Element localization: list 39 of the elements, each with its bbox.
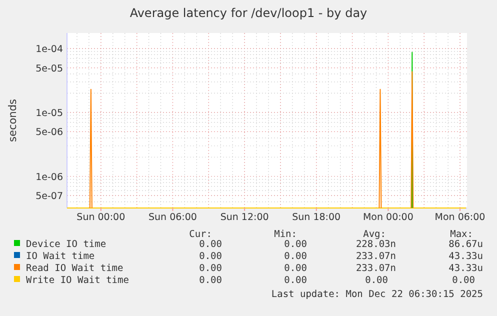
x-tick-label: Mon 00:00 [362,212,414,223]
chart-title: Average latency for /dev/loop1 - by day [130,6,368,20]
text: 0.00 [199,263,222,274]
x-tick-label: Mon 06:00 [434,212,486,223]
legend-label: Write IO Wait time [26,275,130,286]
text: 0.00 [199,251,222,262]
text: Min: [274,229,297,240]
y-tick-label: 5e-07 [36,191,63,202]
legend-label: Read IO Wait time [26,263,124,274]
text: 0.00 [452,275,476,286]
text: Cur: [189,229,212,240]
text: 228.03n [356,239,396,250]
text: 0.00 [284,263,308,274]
text: 43.33u [448,263,483,274]
y-tick-label: 1e-05 [36,108,63,119]
text: 0.00 [365,275,388,286]
y-tick-label: 1e-04 [36,44,63,56]
text: 233.07n [356,263,396,274]
text: 0.00 [284,239,308,250]
legend-label: Device IO time [26,239,106,250]
text: 233.07n [356,251,396,262]
x-tick-label: Sun 00:00 [76,212,126,223]
text: Max: [450,229,473,240]
y-tick-label: 5e-05 [36,63,63,74]
x-tick-label: Sun 12:00 [220,212,269,223]
x-tick-label: Sun 18:00 [292,212,341,223]
text: 0.00 [199,239,222,250]
y-tick-label: 5e-06 [36,127,63,138]
text: 0.00 [284,275,308,286]
legend-label: IO Wait time [26,251,95,262]
text: 86.67u [448,239,483,250]
y-axis-title: seconds [7,99,19,142]
x-tick-label: Sun 06:00 [148,212,197,223]
text: 0.00 [284,251,308,262]
y-tick-label: 1e-06 [36,172,63,183]
text: Avg: [363,229,386,240]
text: 43.33u [448,251,483,262]
text: Last update: Mon Dec 22 06:30:15 2025 [271,289,483,300]
text: 0.00 [199,275,222,286]
